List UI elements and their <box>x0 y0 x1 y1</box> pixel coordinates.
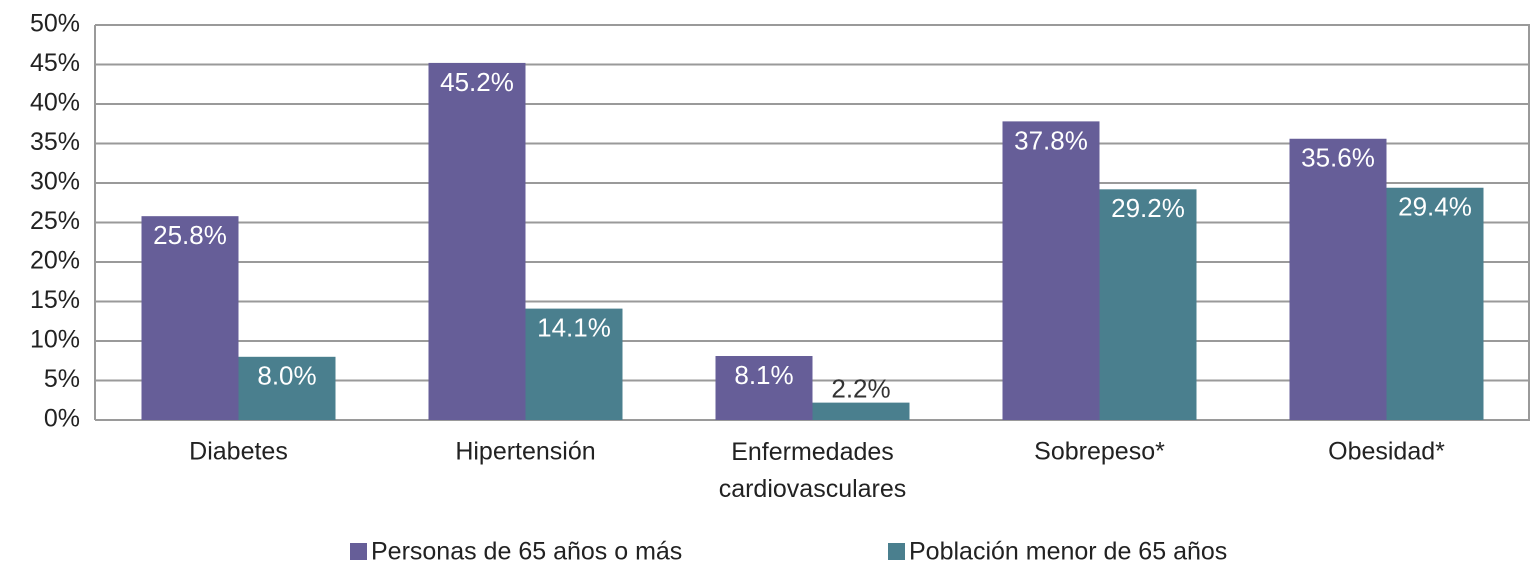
bar <box>812 402 910 420</box>
bar <box>715 356 813 420</box>
bar <box>1289 138 1387 420</box>
y-tick-label: 20% <box>30 247 80 275</box>
bar <box>525 308 623 420</box>
y-tick-label: 35% <box>30 128 80 156</box>
y-tick-label: 0% <box>44 405 80 433</box>
y-tick-label: 50% <box>30 10 80 38</box>
bar <box>1002 121 1100 420</box>
legend-swatch <box>350 543 367 560</box>
y-tick-label: 40% <box>30 89 80 117</box>
bar <box>238 356 336 420</box>
y-tick-label: 45% <box>30 49 80 77</box>
data-label: 25.8% <box>153 220 227 250</box>
x-tick-label: Hipertensión <box>455 438 595 466</box>
data-label: 2.2% <box>831 373 890 403</box>
x-tick-label: Sobrepeso* <box>1034 438 1165 466</box>
data-label: 29.4% <box>1398 192 1472 222</box>
data-label: 29.2% <box>1111 193 1185 223</box>
bar <box>1099 189 1197 420</box>
legend-swatch <box>888 543 905 560</box>
data-label: 8.0% <box>257 361 316 391</box>
y-tick-label: 30% <box>30 168 80 196</box>
data-label: 8.1% <box>734 360 793 390</box>
x-tick-label: Diabetes <box>189 438 288 466</box>
bar <box>141 216 239 420</box>
x-tick-label: Obesidad* <box>1328 438 1445 466</box>
data-label: 14.1% <box>537 312 611 342</box>
y-tick-label: 10% <box>30 326 80 354</box>
data-label: 37.8% <box>1014 125 1088 155</box>
bar <box>428 62 526 421</box>
y-tick-label: 15% <box>30 286 80 314</box>
legend-label: Población menor de 65 años <box>909 538 1227 566</box>
legend-label: Personas de 65 años o más <box>371 538 682 566</box>
data-label: 35.6% <box>1301 143 1375 173</box>
x-tick-label: Enfermedades cardiovasculares <box>719 438 907 503</box>
data-label: 45.2% <box>440 67 514 97</box>
y-tick-label: 5% <box>44 365 80 393</box>
bar <box>1386 187 1484 420</box>
y-tick-label: 25% <box>30 207 80 235</box>
